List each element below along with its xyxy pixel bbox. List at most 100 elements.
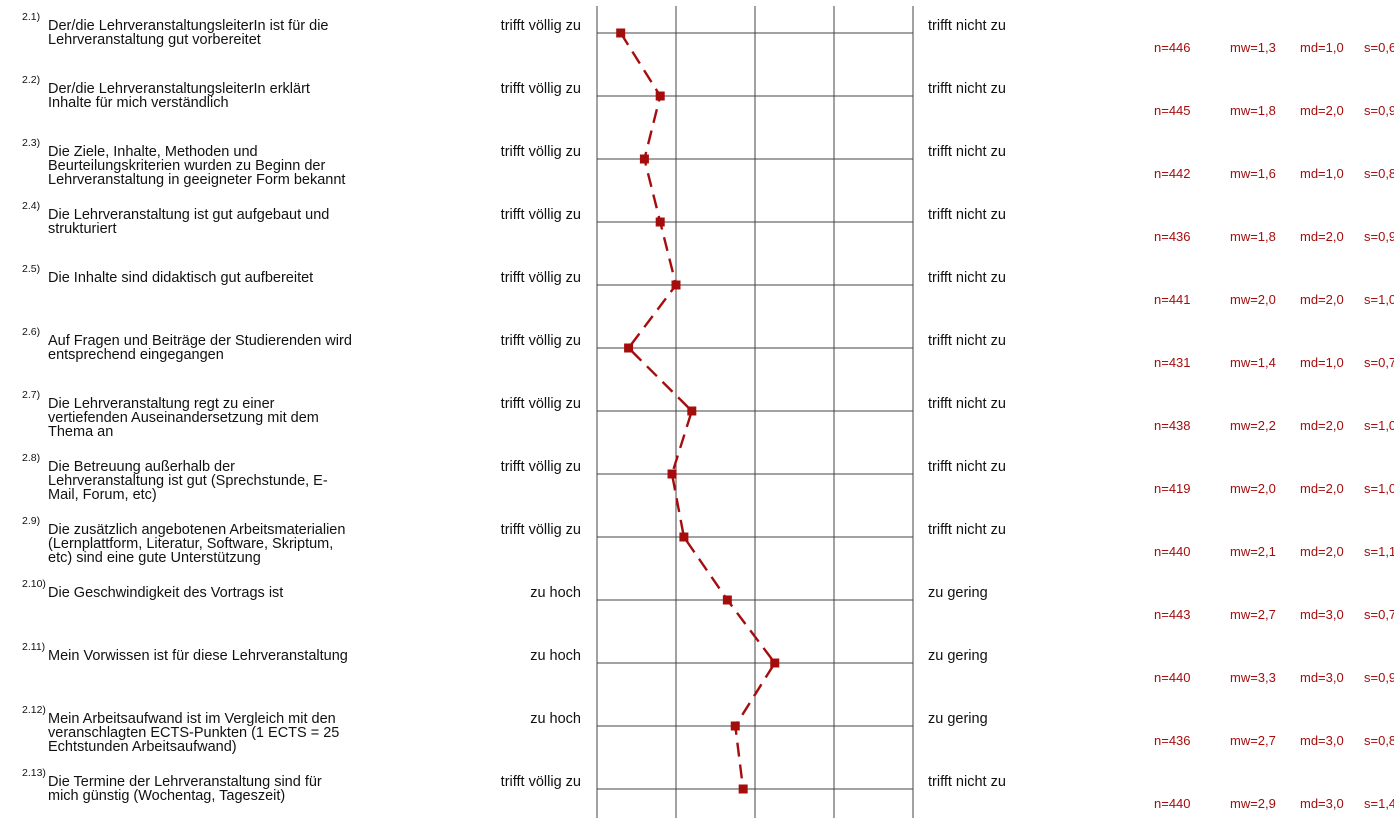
- scale-right-label: trifft nicht zu: [928, 396, 1006, 412]
- stat-median: md=2,0: [1300, 481, 1344, 496]
- stat-sd: s=0,6: [1364, 40, 1394, 55]
- item-number: 2.12): [22, 704, 46, 716]
- scale-left-label: zu hoch: [530, 711, 581, 727]
- scale-left-label: trifft völlig zu: [501, 774, 581, 790]
- item-question-line: (Lernplattform, Literatur, Software, Skr…: [48, 536, 333, 552]
- stat-mean: mw=1,4: [1230, 355, 1276, 370]
- stat-mean: mw=2,1: [1230, 544, 1276, 559]
- mean-marker: [671, 280, 681, 290]
- stat-sd: s=0,8: [1364, 733, 1394, 748]
- mean-marker: [639, 154, 649, 164]
- item-question-line: Lehrveranstaltung gut vorbereitet: [48, 32, 261, 48]
- item-number: 2.3): [22, 137, 40, 149]
- stat-n: n=446: [1154, 40, 1191, 55]
- mean-marker: [655, 217, 665, 227]
- grid-layer: [596, 6, 914, 818]
- stat-n: n=440: [1154, 796, 1191, 811]
- scale-left-label: trifft völlig zu: [501, 18, 581, 34]
- mean-marker: [730, 721, 740, 731]
- stat-mean: mw=1,8: [1230, 103, 1276, 118]
- mean-marker: [738, 784, 748, 794]
- item-number: 2.10): [22, 578, 46, 590]
- scale-right-label: zu gering: [928, 585, 988, 601]
- stat-n: n=443: [1154, 607, 1191, 622]
- item-question-line: Der/die LehrveranstaltungsleiterIn ist f…: [48, 18, 328, 34]
- stat-n: n=445: [1154, 103, 1191, 118]
- scale-left-label: trifft völlig zu: [501, 333, 581, 349]
- stat-median: md=2,0: [1300, 418, 1344, 433]
- stat-median: md=3,0: [1300, 607, 1344, 622]
- item-question-line: Die Termine der Lehrveranstaltung sind f…: [48, 774, 322, 790]
- stat-n: n=436: [1154, 229, 1191, 244]
- stat-n: n=436: [1154, 733, 1191, 748]
- item-question-line: Mein Vorwissen ist für diese Lehrveranst…: [48, 648, 348, 664]
- item-question-line: etc) sind eine gute Unterstützung: [48, 550, 261, 566]
- mean-series-layer: [616, 28, 780, 794]
- stat-sd: s=1,0: [1364, 481, 1394, 496]
- stat-mean: mw=3,3: [1230, 670, 1276, 685]
- stat-sd: s=0,7: [1364, 607, 1394, 622]
- scale-left-label: zu hoch: [530, 648, 581, 664]
- stat-sd: s=1,0: [1364, 292, 1394, 307]
- stat-median: md=2,0: [1300, 229, 1344, 244]
- item-number: 2.1): [22, 11, 40, 23]
- mean-marker: [655, 91, 665, 101]
- stat-mean: mw=2,7: [1230, 607, 1276, 622]
- item-number: 2.5): [22, 263, 40, 275]
- stat-sd: s=1,1: [1364, 544, 1394, 559]
- stat-sd: s=0,9: [1364, 670, 1394, 685]
- item-question-line: Die Geschwindigkeit des Vortrags ist: [48, 585, 283, 601]
- item-number: 2.4): [22, 200, 40, 212]
- mean-marker: [667, 469, 677, 479]
- item-question-line: veranschlagten ECTS-Punkten (1 ECTS = 25: [48, 725, 339, 741]
- scale-left-label: trifft völlig zu: [501, 396, 581, 412]
- item-question-line: Die Lehrveranstaltung ist gut aufgebaut …: [48, 207, 329, 223]
- stat-median: md=2,0: [1300, 292, 1344, 307]
- scale-left-label: trifft völlig zu: [501, 522, 581, 538]
- mean-marker: [616, 28, 626, 38]
- stat-median: md=3,0: [1300, 733, 1344, 748]
- item-question-line: Die Inhalte sind didaktisch gut aufberei…: [48, 270, 313, 286]
- item-question-line: Beurteilungskriterien wurden zu Beginn d…: [48, 158, 325, 174]
- item-number: 2.7): [22, 389, 40, 401]
- item-question-line: vertiefenden Auseinandersetzung mit dem: [48, 410, 319, 426]
- scale-left-label: trifft völlig zu: [501, 144, 581, 160]
- scale-left-label: trifft völlig zu: [501, 270, 581, 286]
- stat-median: md=3,0: [1300, 670, 1344, 685]
- mean-marker: [770, 658, 780, 668]
- item-question-line: Mail, Forum, etc): [48, 487, 157, 503]
- scale-right-label: trifft nicht zu: [928, 18, 1006, 34]
- item-question-line: Auf Fragen und Beiträge der Studierenden…: [48, 333, 352, 349]
- stat-sd: s=1,0: [1364, 418, 1394, 433]
- item-question-line: Mein Arbeitsaufwand ist im Vergleich mit…: [48, 711, 336, 727]
- scale-right-label: trifft nicht zu: [928, 333, 1006, 349]
- scale-right-label: trifft nicht zu: [928, 207, 1006, 223]
- scale-left-label: trifft völlig zu: [501, 81, 581, 97]
- stat-mean: mw=2,7: [1230, 733, 1276, 748]
- stat-sd: s=0,9: [1364, 103, 1394, 118]
- stat-mean: mw=2,0: [1230, 292, 1276, 307]
- stat-sd: s=1,4: [1364, 796, 1394, 811]
- stat-mean: mw=1,3: [1230, 40, 1276, 55]
- item-number: 2.6): [22, 326, 40, 338]
- scale-right-label: zu gering: [928, 711, 988, 727]
- item-labels-layer: 2.1) Der/die LehrveranstaltungsleiterIn i…: [22, 11, 1394, 811]
- item-number: 2.2): [22, 74, 40, 86]
- stat-n: n=441: [1154, 292, 1191, 307]
- scale-right-label: trifft nicht zu: [928, 81, 1006, 97]
- stat-median: md=1,0: [1300, 355, 1344, 370]
- item-number: 2.8): [22, 452, 40, 464]
- scale-right-label: trifft nicht zu: [928, 774, 1006, 790]
- stat-median: md=3,0: [1300, 796, 1344, 811]
- mean-marker: [679, 532, 689, 542]
- scale-right-label: trifft nicht zu: [928, 522, 1006, 538]
- item-number: 2.13): [22, 767, 46, 779]
- item-question-line: Der/die LehrveranstaltungsleiterIn erklä…: [48, 81, 310, 97]
- item-question-line: Die Lehrveranstaltung regt zu einer: [48, 396, 275, 412]
- stat-median: md=2,0: [1300, 103, 1344, 118]
- scale-right-label: trifft nicht zu: [928, 270, 1006, 286]
- stat-mean: mw=2,2: [1230, 418, 1276, 433]
- stat-n: n=440: [1154, 544, 1191, 559]
- scale-left-label: zu hoch: [530, 585, 581, 601]
